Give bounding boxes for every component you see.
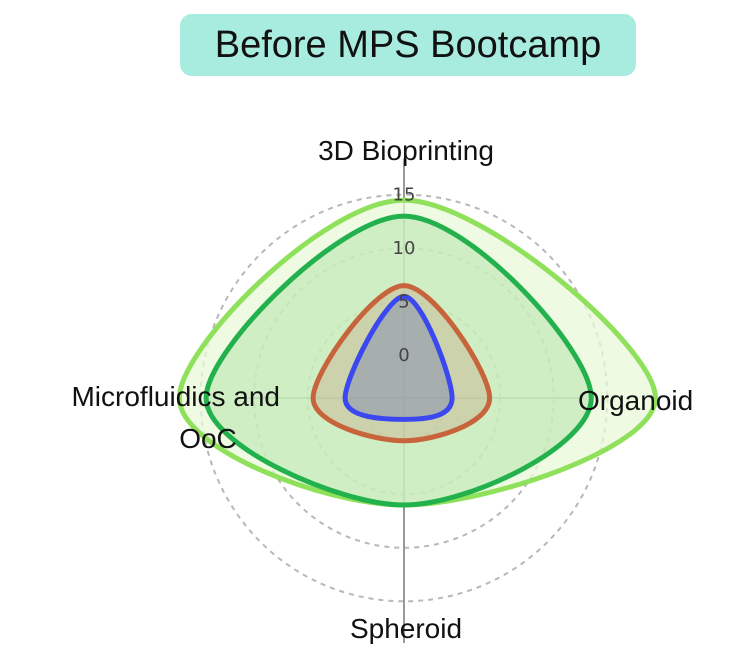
axis-label-0: 3D Bioprinting: [318, 135, 494, 166]
tick-label-2: 10: [393, 238, 416, 259]
axis-label-2-line-0: Spheroid: [350, 613, 462, 644]
title-box: Before MPS Bootcamp: [180, 14, 636, 76]
tick-layer: 0 5 10 15: [393, 185, 416, 367]
tick-label-1: 5: [398, 292, 409, 313]
axis-label-0-line-0: 3D Bioprinting: [318, 135, 494, 166]
axis-label-3-line-0: Microfluidics and: [71, 381, 280, 412]
axis-label-1: Organoid: [578, 385, 693, 416]
series-layer: [176, 197, 658, 508]
axis-label-1-line-0: Organoid: [578, 385, 693, 416]
axis-label-layer: 3D Bioprinting Organoid Spheroid Microfluid…: [71, 135, 693, 644]
tick-label-0: 0: [398, 345, 409, 366]
axis-label-2: Spheroid: [350, 613, 462, 644]
axis-label-3: Microfluidics and OoC: [71, 381, 280, 454]
chart-title: Before MPS Bootcamp: [214, 23, 602, 66]
tick-label-3: 15: [393, 185, 416, 206]
axis-label-3-line-1: OoC: [179, 423, 237, 454]
series-3-area: [342, 293, 455, 422]
